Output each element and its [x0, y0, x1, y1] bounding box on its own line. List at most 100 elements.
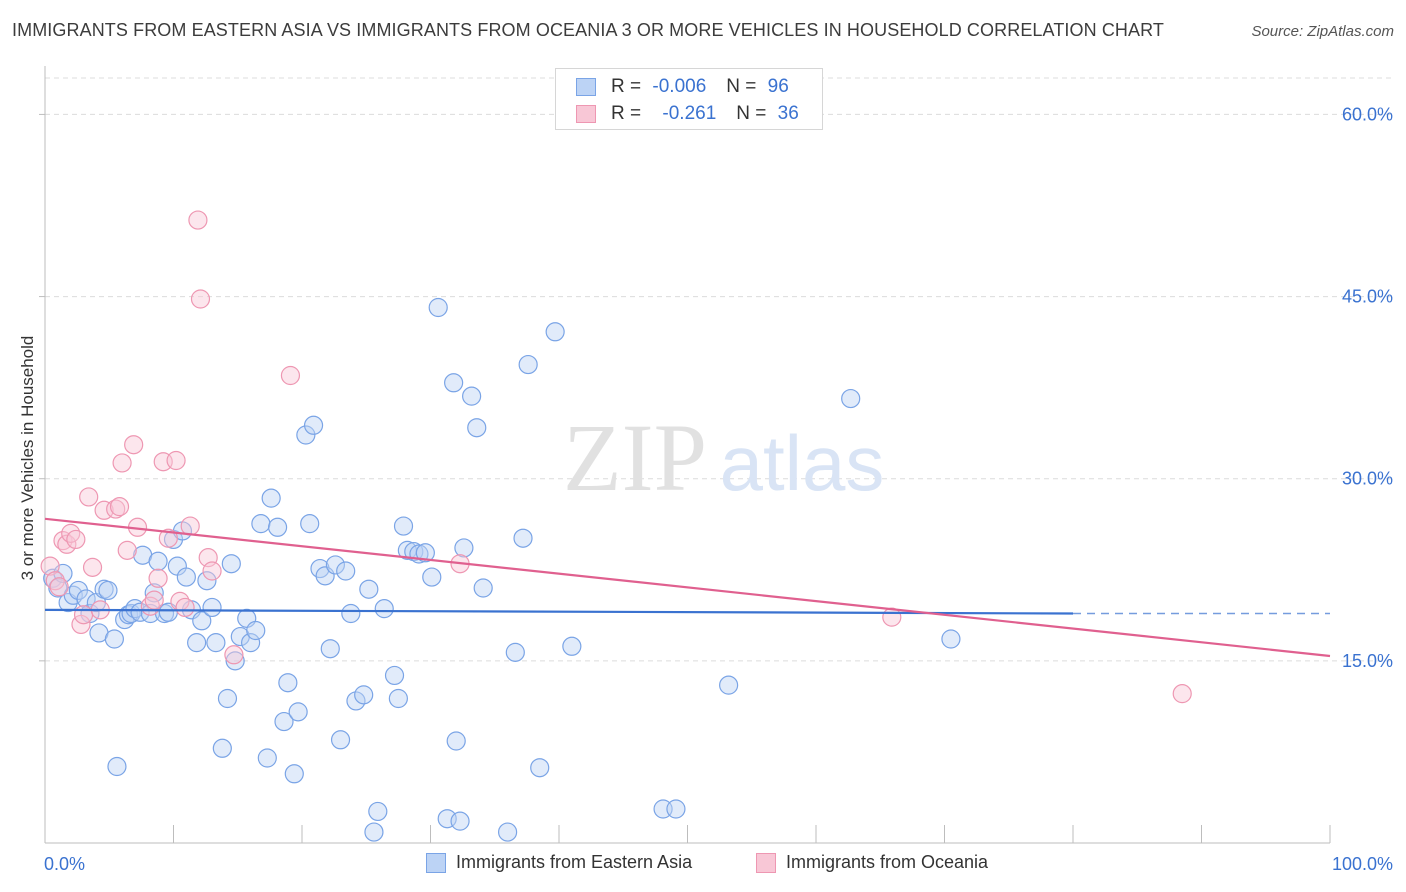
point-eastern-asia [107, 756, 127, 777]
point-oceania [73, 605, 94, 625]
point-oceania [117, 540, 137, 560]
point-oceania [158, 528, 178, 548]
watermark-atlas: atlas [720, 419, 885, 507]
point-eastern-asia [498, 822, 518, 842]
point-eastern-asia [346, 691, 366, 711]
watermark-zip: ZIP [563, 404, 707, 511]
point-oceania [82, 557, 103, 577]
point-oceania [190, 289, 211, 309]
point-oceania [188, 210, 208, 230]
point-eastern-asia [104, 629, 124, 649]
point-eastern-asia [368, 801, 388, 822]
point-oceania [109, 497, 130, 517]
point-eastern-asia [446, 731, 466, 751]
legend-row-oceania: R = -0.261 N = 36 [576, 102, 799, 126]
legend-r-value-eastern-asia: -0.006 [652, 76, 707, 97]
point-oceania [124, 435, 144, 455]
point-eastern-asia [300, 514, 320, 534]
legend-item-oceania[interactable]: Immigrants from Oceania [756, 852, 988, 873]
legend-swatch-eastern-asia [576, 78, 596, 96]
point-eastern-asia [462, 386, 482, 406]
point-eastern-asia [296, 425, 316, 445]
trend-line-oceania [44, 517, 1331, 658]
point-eastern-asia [422, 567, 442, 587]
point-eastern-asia [359, 579, 379, 599]
point-oceania [61, 523, 81, 543]
legend-r-label: R = [611, 103, 642, 124]
point-eastern-asia [212, 738, 232, 758]
point-eastern-asia [246, 620, 266, 641]
x-tick-label-max: 100.0% [1332, 854, 1393, 874]
point-eastern-asia [206, 633, 226, 653]
legend-r-label: R = [611, 76, 642, 97]
point-eastern-asia [176, 567, 196, 587]
x-tick-label-min: 0.0% [44, 854, 85, 874]
point-eastern-asia [719, 675, 739, 695]
legend-swatch-oceania [756, 852, 776, 873]
point-oceania [280, 365, 301, 386]
legend-n-label: N = [726, 76, 757, 97]
point-eastern-asia [284, 764, 304, 784]
point-eastern-asia [467, 418, 487, 438]
point-eastern-asia [454, 538, 474, 558]
point-oceania [175, 597, 195, 618]
point-eastern-asia [241, 633, 261, 653]
point-eastern-asia [98, 580, 118, 601]
point-oceania [40, 556, 60, 576]
point-oceania [148, 568, 168, 588]
y-tick-label: 45.0% [1342, 287, 1393, 307]
legend-n-label: N = [736, 103, 767, 124]
point-eastern-asia [274, 711, 294, 732]
point-eastern-asia [125, 599, 145, 619]
point-eastern-asia [330, 730, 351, 750]
point-eastern-asia [444, 373, 464, 393]
point-eastern-asia [48, 578, 68, 598]
point-oceania [66, 529, 86, 550]
point-eastern-asia [513, 528, 533, 548]
point-eastern-asia [941, 629, 961, 649]
point-eastern-asia [217, 688, 238, 709]
point-eastern-asia [505, 642, 525, 662]
legend-swatch-oceania [576, 105, 596, 123]
point-eastern-asia [518, 354, 538, 375]
series-legend: Immigrants from Eastern Asia Immigrants … [0, 852, 1406, 876]
legend-row-eastern-asia: R = -0.006 N = 96 [576, 75, 789, 99]
point-eastern-asia [192, 611, 212, 631]
y-tick-label: 30.0% [1342, 469, 1393, 489]
point-eastern-asia [545, 322, 565, 342]
point-eastern-asia [325, 555, 346, 575]
point-eastern-asia [148, 551, 168, 571]
point-eastern-asia [562, 636, 582, 656]
point-eastern-asia [384, 665, 405, 686]
legend-n-value-oceania: 36 [777, 103, 799, 124]
point-eastern-asia [473, 578, 493, 598]
point-eastern-asia [666, 799, 686, 819]
legend-swatch-eastern-asia [426, 852, 446, 873]
point-eastern-asia [251, 514, 271, 534]
point-eastern-asia [197, 571, 217, 591]
point-eastern-asia [76, 589, 96, 609]
point-eastern-asia [841, 388, 861, 409]
point-oceania [112, 453, 132, 473]
point-eastern-asia [288, 702, 308, 722]
point-eastern-asia [130, 602, 150, 622]
point-eastern-asia [320, 639, 340, 659]
point-eastern-asia [221, 554, 241, 574]
legend-item-eastern-asia[interactable]: Immigrants from Eastern Asia [426, 852, 692, 873]
point-oceania [49, 577, 69, 597]
point-oceania [166, 450, 186, 471]
point-oceania [202, 561, 222, 581]
point-eastern-asia [341, 603, 361, 624]
point-oceania [1172, 684, 1192, 704]
y-tick-label: 15.0% [1342, 651, 1393, 671]
point-eastern-asia [202, 597, 222, 618]
point-eastern-asia [278, 673, 298, 693]
point-eastern-asia [257, 748, 277, 768]
legend-n-value-eastern-asia: 96 [767, 76, 789, 97]
point-oceania [144, 590, 164, 610]
point-eastern-asia [428, 297, 448, 318]
point-eastern-asia [388, 688, 408, 709]
point-eastern-asia [336, 561, 356, 581]
legend-r-value-oceania: -0.261 [662, 103, 717, 124]
point-eastern-asia [267, 517, 288, 537]
